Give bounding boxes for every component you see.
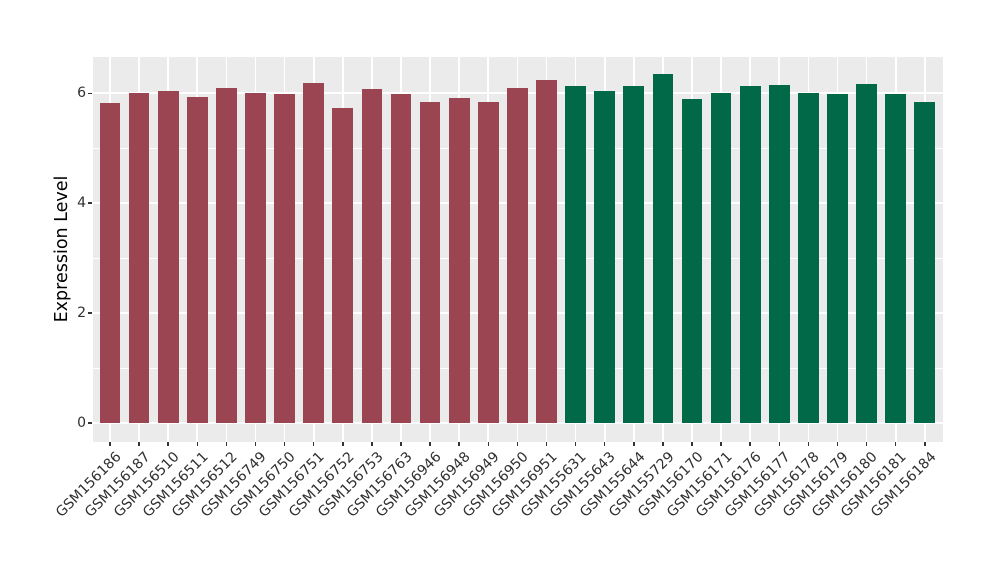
x-tick-mark — [429, 442, 431, 446]
bar-GSM156171 — [710, 92, 732, 423]
plot-panel — [93, 57, 943, 442]
x-tick-mark — [342, 442, 344, 446]
x-tick-mark — [574, 442, 577, 446]
bar-GSM156170 — [681, 98, 703, 423]
x-tick-mark — [516, 442, 519, 446]
y-tick-mark — [88, 202, 92, 204]
x-tick-mark — [749, 442, 751, 446]
bar-GSM156179 — [827, 93, 848, 423]
bar-GSM156751 — [303, 83, 325, 423]
x-tick-mark — [778, 442, 781, 446]
x-tick-mark — [633, 442, 635, 446]
bar-GSM156186 — [99, 102, 121, 423]
bar-GSM156180 — [856, 83, 877, 423]
bar-GSM156178 — [798, 93, 819, 423]
bar-GSM156512 — [216, 88, 237, 423]
y-tick-mark — [88, 422, 92, 424]
x-tick-mark — [196, 442, 199, 446]
bar-GSM156176 — [739, 85, 761, 423]
bar-GSM155631 — [565, 85, 586, 423]
x-tick-mark — [662, 442, 664, 446]
x-tick-mark — [545, 442, 548, 446]
bar-GSM156753 — [361, 89, 383, 423]
bar-GSM156511 — [186, 96, 208, 423]
y-tick-mark — [88, 312, 92, 314]
bar-GSM156750 — [274, 94, 295, 423]
bar-GSM156948 — [448, 97, 470, 423]
x-tick-mark — [109, 442, 111, 446]
bar-GSM156949 — [477, 101, 499, 423]
y-tick-label: 4 — [77, 195, 86, 212]
bar-GSM156187 — [128, 93, 150, 423]
x-tick-mark — [603, 442, 606, 446]
x-tick-mark — [371, 442, 373, 446]
bar-GSM156946 — [419, 101, 441, 423]
gridline-y-major — [93, 422, 943, 424]
bar-GSM156181 — [885, 94, 907, 423]
y-tick-label: 6 — [77, 85, 86, 102]
x-tick-mark — [487, 442, 490, 446]
x-tick-mark — [458, 442, 460, 446]
bar-GSM156763 — [390, 94, 412, 423]
x-tick-mark — [225, 442, 228, 446]
bar-GSM156950 — [507, 88, 528, 423]
y-tick-label: 0 — [77, 415, 86, 431]
x-tick-mark — [400, 442, 402, 446]
x-tick-mark — [312, 442, 315, 446]
x-tick-mark — [807, 442, 810, 446]
bar-GSM156749 — [245, 93, 266, 423]
bar-GSM156510 — [157, 90, 179, 423]
x-tick-mark — [138, 442, 140, 446]
x-tick-mark — [691, 442, 693, 446]
bar-GSM156951 — [536, 80, 557, 423]
bar-GSM155644 — [623, 85, 645, 423]
y-tick-mark — [88, 92, 92, 95]
x-tick-mark — [720, 442, 722, 446]
bar-GSM155643 — [594, 90, 616, 423]
y-tick-label: 2 — [77, 305, 86, 322]
x-tick-mark — [894, 442, 897, 446]
x-tick-mark — [924, 442, 926, 446]
x-tick-mark — [836, 442, 839, 446]
bar-GSM156184 — [914, 101, 936, 423]
bar-GSM156752 — [332, 108, 354, 423]
bar-GSM156177 — [768, 85, 790, 423]
x-tick-mark — [865, 442, 868, 446]
x-tick-mark — [254, 442, 257, 446]
x-tick-mark — [167, 442, 169, 446]
x-tick-mark — [283, 442, 286, 446]
bar-GSM155729 — [652, 74, 674, 423]
